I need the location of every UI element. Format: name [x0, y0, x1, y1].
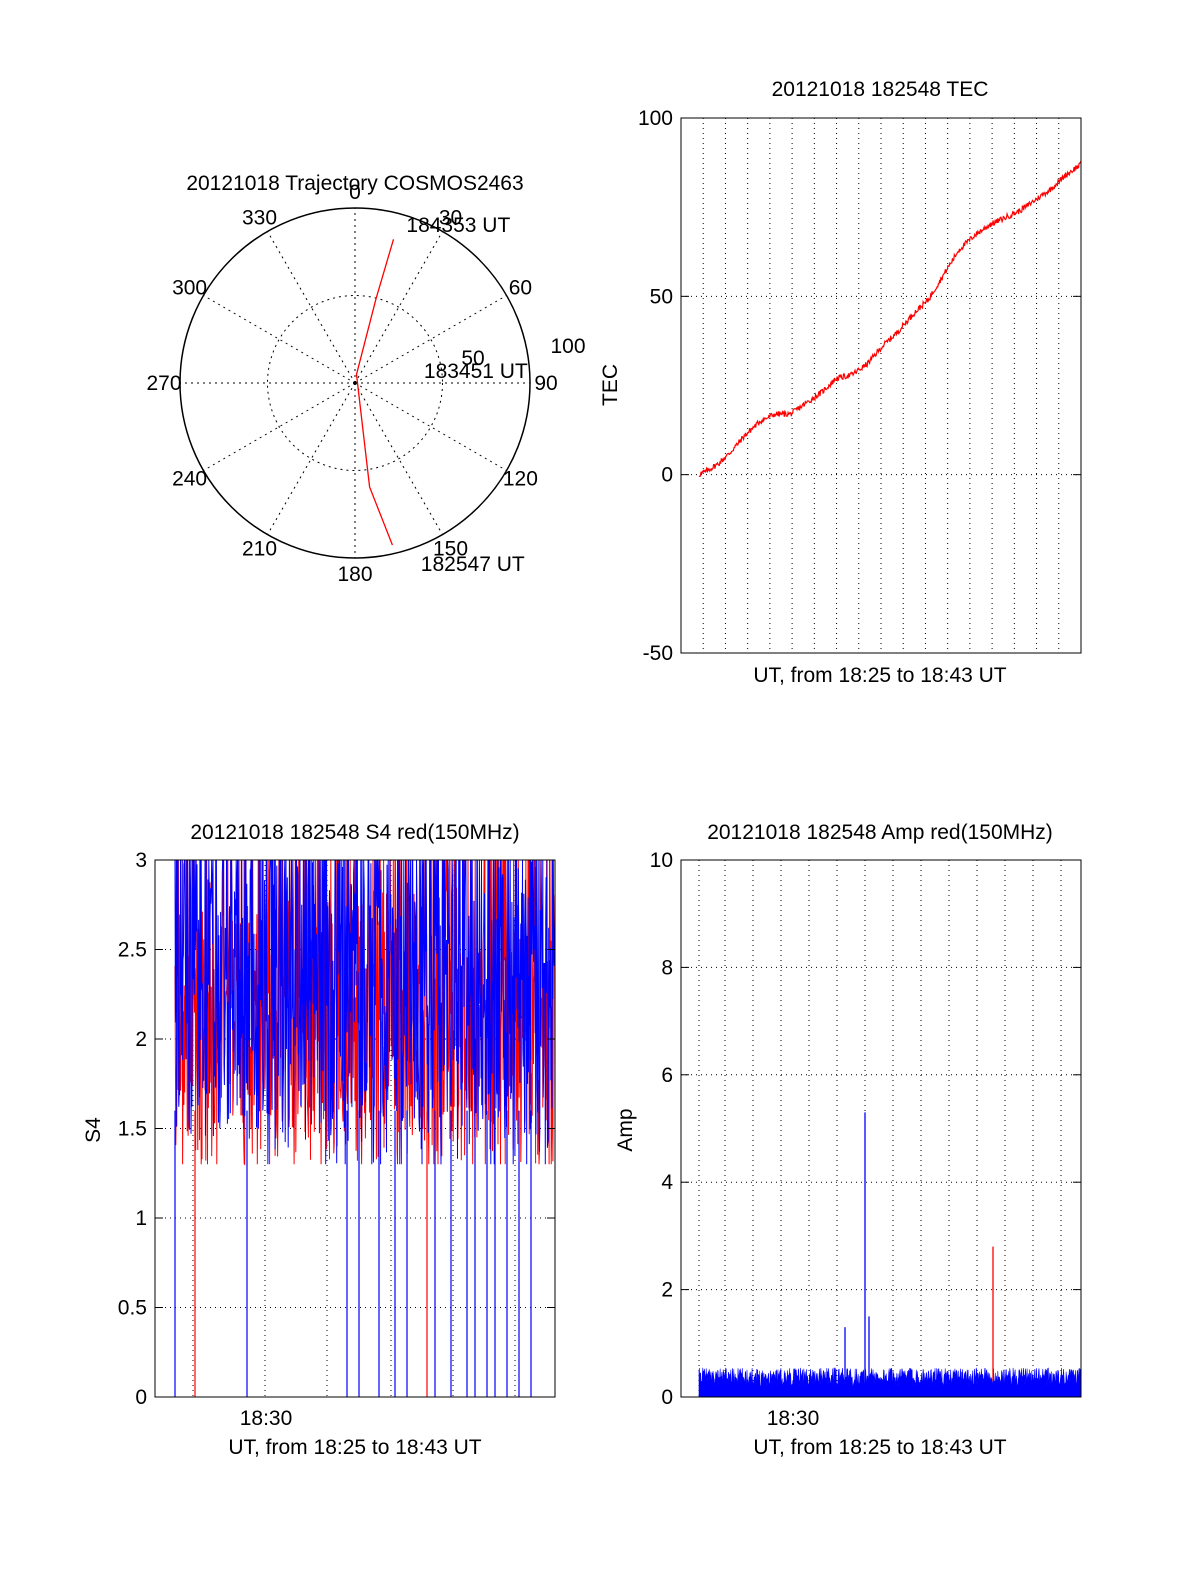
- tec-ylabel: TEC: [599, 364, 622, 406]
- polar-angle-label: 300: [172, 277, 207, 300]
- tec-plot-frame: [680, 117, 1082, 654]
- trajectory-panel: 20121018 Trajectory COSMOS2463 0 30 60 90 12…: [146, 172, 585, 586]
- amp-ylabel: Amp: [614, 1108, 637, 1151]
- s4-xlabel: UT, from 18:25 to 18:43 UT: [228, 1436, 481, 1459]
- polar-angle-label: 120: [503, 468, 538, 491]
- polar-angle-label: 240: [172, 468, 207, 491]
- y-tick-label: 0: [135, 1386, 147, 1409]
- polar-inner-ring: [267, 295, 443, 471]
- y-tick-label: -50: [643, 642, 673, 665]
- polar-angle-label: 180: [337, 563, 372, 586]
- polar-angle-label: 60: [509, 277, 532, 300]
- polar-spoke: [203, 382, 356, 471]
- s4-series: [174, 859, 556, 1397]
- amp-series: [698, 1112, 1082, 1398]
- amp-y-ticks: 0 2 4 6 8 10: [650, 849, 1081, 1409]
- polar-spoke: [267, 231, 356, 384]
- polar-spoke: [354, 295, 507, 384]
- y-tick-label: 1.5: [118, 1118, 147, 1141]
- polar-spoke: [354, 382, 507, 471]
- y-tick-label: 2: [135, 1028, 147, 1051]
- y-tick-label: 10: [650, 849, 673, 872]
- y-tick-label: 0: [661, 1386, 673, 1409]
- polar-angle-label: 150: [433, 537, 468, 560]
- polar-spoke: [354, 231, 443, 384]
- amp-panel: 20121018 182548 Amp red(150MHz) 0246810 …: [614, 821, 1082, 1459]
- s4-y-ticks: 0 0.5 1 1.5 2 2.5 3: [118, 849, 555, 1409]
- amp-plot-frame: [680, 859, 1082, 1398]
- s4-blue-line: [174, 859, 556, 1165]
- y-tick-label: 50: [650, 285, 673, 308]
- trajectory-series: [355, 239, 395, 546]
- y-tick-label: 1: [135, 1207, 147, 1230]
- polar-radial-labels: 50 100: [461, 335, 585, 370]
- y-tick-label: 6: [661, 1064, 673, 1087]
- amp-blue-series: [698, 1367, 1082, 1398]
- y-tick-label: 8: [661, 956, 673, 979]
- polar-spoke: [203, 295, 356, 384]
- polar-angle-label: 0: [349, 181, 361, 204]
- s4-title: 20121018 182548 S4 red(150MHz): [190, 821, 519, 844]
- s4-ylabel: S4: [82, 1117, 105, 1143]
- trajectory-time-label: 182547 UT: [421, 553, 525, 576]
- trajectory-annotations: 184353 UT 183451 UT 182547 UT: [406, 214, 528, 576]
- y-tick-label: 4: [661, 1171, 673, 1194]
- y-tick-label: 3: [135, 849, 147, 872]
- polar-angle-label: 330: [242, 207, 277, 230]
- s4-xtick-1830: 18:30: [240, 1407, 293, 1430]
- polar-angle-labels: 0 30 60 90 120 150 180 210 240 270 300 330: [146, 181, 557, 586]
- trajectory-line: [355, 239, 395, 546]
- polar-grid: [179, 207, 531, 559]
- trajectory-time-label: 184353 UT: [406, 214, 510, 237]
- polar-spoke: [267, 382, 356, 535]
- tec-line: [698, 161, 1082, 478]
- amp-xlabel: UT, from 18:25 to 18:43 UT: [753, 1436, 1006, 1459]
- polar-angle-label: 270: [146, 372, 181, 395]
- y-tick-label: 2: [661, 1279, 673, 1302]
- tec-grid: [681, 118, 1081, 653]
- amp-title: 20121018 182548 Amp red(150MHz): [707, 821, 1053, 844]
- trajectory-title: 20121018 Trajectory COSMOS2463: [186, 172, 523, 195]
- tec-panel: 20121018 182548 TEC -50 0 50 100 UT, from 1…: [599, 78, 1082, 687]
- polar-angle-label: 210: [242, 537, 277, 560]
- tec-xlabel: UT, from 18:25 to 18:43 UT: [753, 664, 1006, 687]
- polar-angle-label: 90: [534, 372, 557, 395]
- polar-radial-label: 100: [550, 335, 585, 358]
- polar-radial-label: 50: [461, 347, 484, 370]
- polar-spoke: [354, 382, 443, 535]
- amp-xtick-1830: 18:30: [767, 1407, 820, 1430]
- trajectory-time-label: 183451 UT: [424, 360, 528, 383]
- amp-grid: [681, 860, 1081, 1397]
- y-tick-label: 0: [661, 464, 673, 487]
- tec-title: 20121018 182548 TEC: [772, 78, 989, 101]
- y-tick-label: 100: [638, 107, 673, 130]
- y-tick-label: 2.5: [118, 939, 147, 962]
- tec-series: [698, 161, 1082, 478]
- s4-panel: 20121018 182548 S4 red(150MHz) 0 0.5 1 1.5 2…: [82, 821, 556, 1459]
- tec-y-ticks: -50 0 50 100: [638, 107, 1081, 665]
- polar-angle-label: 30: [439, 207, 462, 230]
- y-tick-label: 0.5: [118, 1297, 147, 1320]
